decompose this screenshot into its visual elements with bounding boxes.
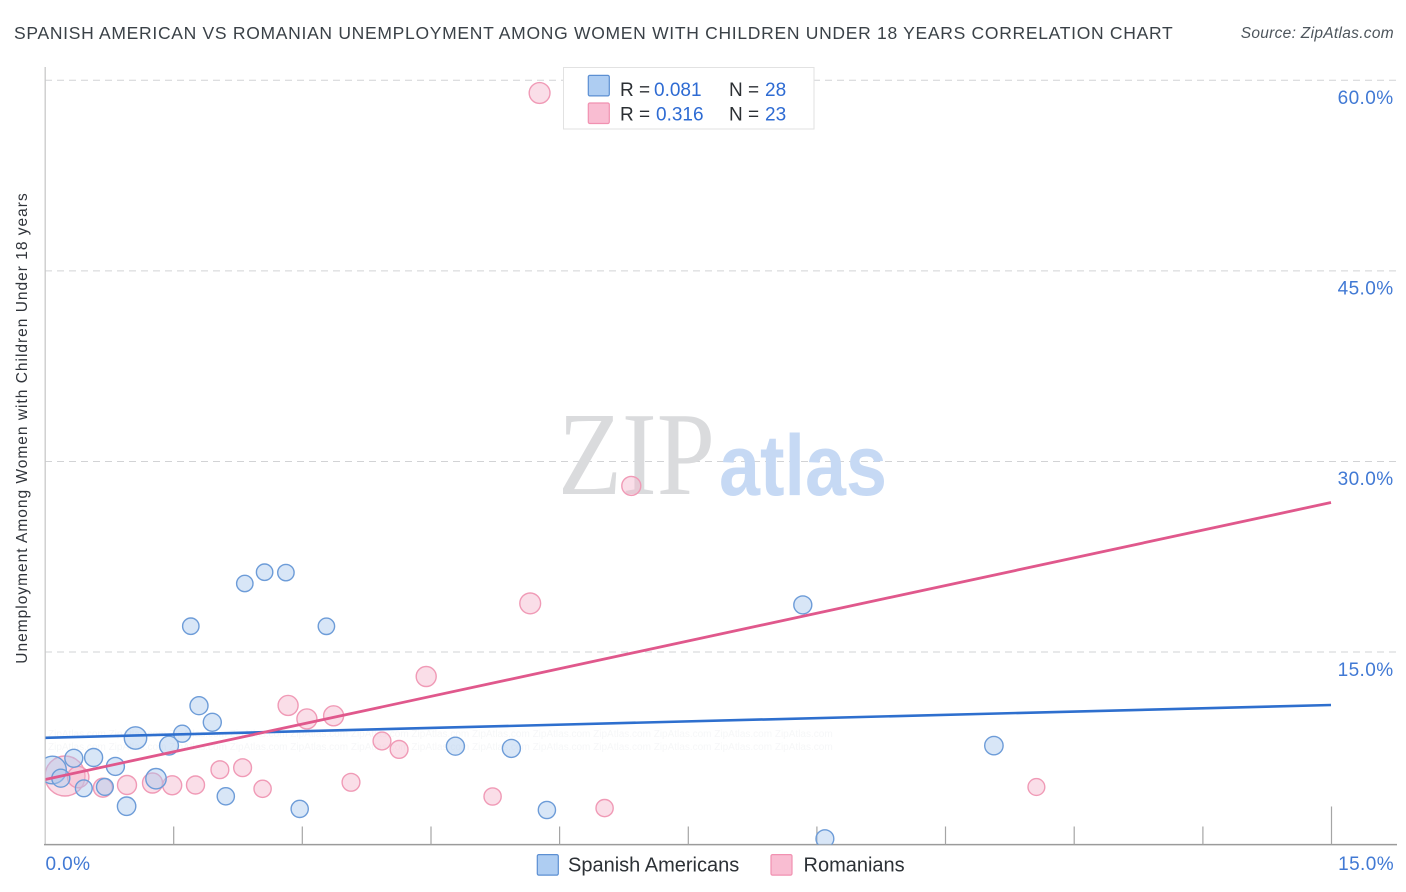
svg-text:60.0%: 60.0% [1338, 88, 1394, 109]
svg-text:15.0%: 15.0% [1338, 660, 1394, 681]
svg-text:0.316: 0.316 [656, 105, 704, 126]
svg-text:ZipAtlas.com ZipAtlas.com ZipA: ZipAtlas.com ZipAtlas.com ZipAtlas.com Z… [48, 729, 833, 740]
svg-text:Spanish Americans: Spanish Americans [568, 855, 739, 877]
svg-text:Source: ZipAtlas.com: Source: ZipAtlas.com [1241, 25, 1394, 42]
svg-text:ZIP: ZIP [558, 388, 715, 520]
svg-text:R =: R = [620, 105, 650, 126]
svg-text:45.0%: 45.0% [1338, 279, 1394, 300]
svg-text:N =: N = [729, 105, 759, 126]
svg-text:SPANISH AMERICAN VS ROMANIAN U: SPANISH AMERICAN VS ROMANIAN UNEMPLOYMEN… [14, 23, 1173, 43]
svg-text:23: 23 [765, 105, 786, 126]
svg-text:Romanians: Romanians [804, 855, 905, 877]
svg-text:0.081: 0.081 [654, 80, 702, 101]
svg-text:ZipAtlas.com ZipAtlas.com ZipA: ZipAtlas.com ZipAtlas.com ZipAtlas.com Z… [48, 742, 833, 753]
svg-text:N =: N = [729, 80, 759, 101]
svg-text:15.0%: 15.0% [1338, 854, 1394, 875]
svg-text:0.0%: 0.0% [46, 854, 91, 875]
svg-text:R =: R = [620, 80, 650, 101]
svg-text:30.0%: 30.0% [1338, 469, 1394, 490]
svg-text:atlas: atlas [719, 418, 887, 514]
svg-text:28: 28 [765, 80, 786, 101]
svg-text:Unemployment Among Women with: Unemployment Among Women with Children U… [14, 192, 31, 663]
